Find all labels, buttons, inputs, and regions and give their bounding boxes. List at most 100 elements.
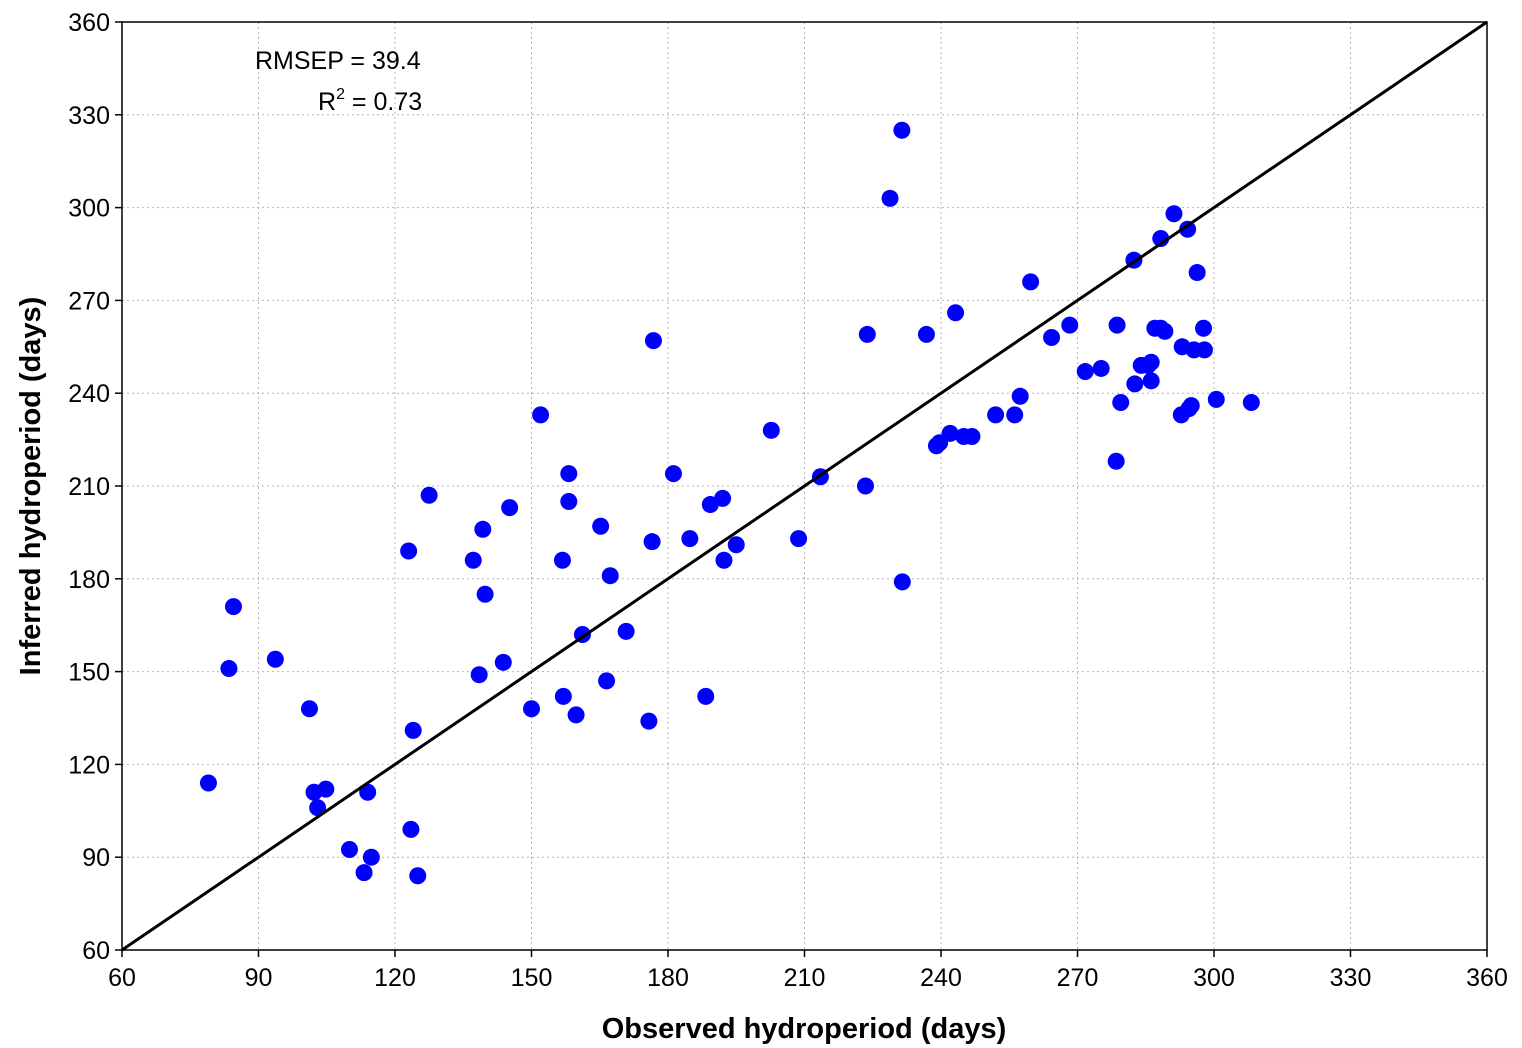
x-tick-label: 270 xyxy=(1057,964,1099,992)
data-point xyxy=(893,573,911,591)
data-point xyxy=(963,428,981,446)
data-point xyxy=(300,700,318,718)
data-point xyxy=(881,189,899,207)
axis-tick-labels: 60 90 120 150 180 210 240 270 300 330 360 60 90 120 15… xyxy=(68,9,1508,992)
data-point xyxy=(567,706,585,724)
y-tick-label: 270 xyxy=(68,287,110,315)
y-tick-label: 90 xyxy=(82,844,110,872)
data-point xyxy=(317,780,335,798)
data-point xyxy=(1156,322,1174,340)
data-point xyxy=(553,551,571,569)
data-point xyxy=(359,783,377,801)
data-point xyxy=(681,530,699,548)
y-tick-label: 210 xyxy=(68,473,110,501)
data-point xyxy=(592,517,610,535)
data-point xyxy=(400,542,418,560)
data-point xyxy=(1242,393,1260,411)
data-point xyxy=(714,489,732,507)
data-point xyxy=(893,121,911,139)
data-point xyxy=(1022,273,1040,291)
data-point xyxy=(1108,316,1126,334)
data-point xyxy=(220,660,238,678)
data-point xyxy=(224,598,242,616)
data-point xyxy=(762,421,780,439)
x-tick-label: 90 xyxy=(245,964,273,992)
data-point xyxy=(1188,264,1206,282)
data-point xyxy=(1195,341,1213,359)
data-point xyxy=(404,721,422,739)
y-tick-label: 240 xyxy=(68,380,110,408)
data-points xyxy=(199,121,1260,885)
data-point xyxy=(199,774,217,792)
data-point xyxy=(470,666,488,684)
data-point xyxy=(464,551,482,569)
x-tick-label: 240 xyxy=(920,964,962,992)
x-tick-label: 150 xyxy=(511,964,553,992)
data-point xyxy=(1165,205,1183,223)
y-tick-label: 150 xyxy=(68,659,110,687)
y-tick-label: 120 xyxy=(68,751,110,779)
data-point xyxy=(1076,363,1094,381)
y-tick-label: 60 xyxy=(82,937,110,965)
data-point xyxy=(601,567,619,585)
data-point xyxy=(790,530,808,548)
y-axis-title: Inferred hydroperiod (days) xyxy=(15,297,47,676)
data-point xyxy=(1182,397,1200,415)
data-point xyxy=(523,700,540,718)
x-axis-title: Observed hydroperiod (days) xyxy=(602,1013,1007,1045)
y-tick-label: 300 xyxy=(68,195,110,223)
data-point xyxy=(640,712,658,730)
x-tick-label: 180 xyxy=(647,964,689,992)
data-point xyxy=(598,672,616,690)
data-point xyxy=(664,465,682,483)
rmsep-label: RMSEP xyxy=(255,47,343,75)
data-point xyxy=(697,687,715,705)
x-tick-label: 210 xyxy=(784,964,826,992)
x-tick-label: 120 xyxy=(374,964,416,992)
data-point xyxy=(494,653,512,671)
data-point xyxy=(643,533,661,551)
x-tick-label: 300 xyxy=(1193,964,1235,992)
data-point xyxy=(947,304,965,322)
x-tick-label: 330 xyxy=(1330,964,1372,992)
data-point xyxy=(560,492,578,510)
r2-value: 0.73 xyxy=(373,88,422,116)
data-point xyxy=(560,465,578,483)
data-point xyxy=(355,864,373,882)
r2-label: R xyxy=(318,88,336,116)
data-point xyxy=(476,585,494,603)
data-point xyxy=(1061,316,1079,334)
data-point xyxy=(1112,393,1130,411)
data-point xyxy=(617,622,635,640)
data-point xyxy=(1126,375,1144,393)
data-point xyxy=(532,406,550,424)
data-point xyxy=(727,536,745,554)
data-point xyxy=(1142,372,1160,390)
r2-annotation: R2 = 0.73 xyxy=(318,86,422,116)
data-point xyxy=(266,650,284,668)
data-point xyxy=(474,520,492,538)
data-point xyxy=(1092,359,1110,377)
data-point xyxy=(1011,387,1029,405)
x-tick-label: 60 xyxy=(108,964,136,992)
data-point xyxy=(856,477,874,495)
data-point xyxy=(987,406,1005,424)
data-point xyxy=(1043,329,1061,347)
data-point xyxy=(1207,390,1225,408)
data-point xyxy=(644,332,662,350)
y-tick-label: 330 xyxy=(68,102,110,130)
data-point xyxy=(309,799,327,817)
data-point xyxy=(341,840,358,858)
data-point xyxy=(1179,220,1197,238)
rmsep-value: 39.4 xyxy=(372,47,421,75)
data-point xyxy=(715,551,733,569)
x-tick-label: 360 xyxy=(1466,964,1508,992)
data-point xyxy=(1006,406,1024,424)
data-point xyxy=(1142,353,1160,371)
data-point xyxy=(501,499,519,517)
plot-frame xyxy=(121,21,1488,951)
r2-superscript: 2 xyxy=(336,86,345,103)
data-point xyxy=(917,325,935,343)
